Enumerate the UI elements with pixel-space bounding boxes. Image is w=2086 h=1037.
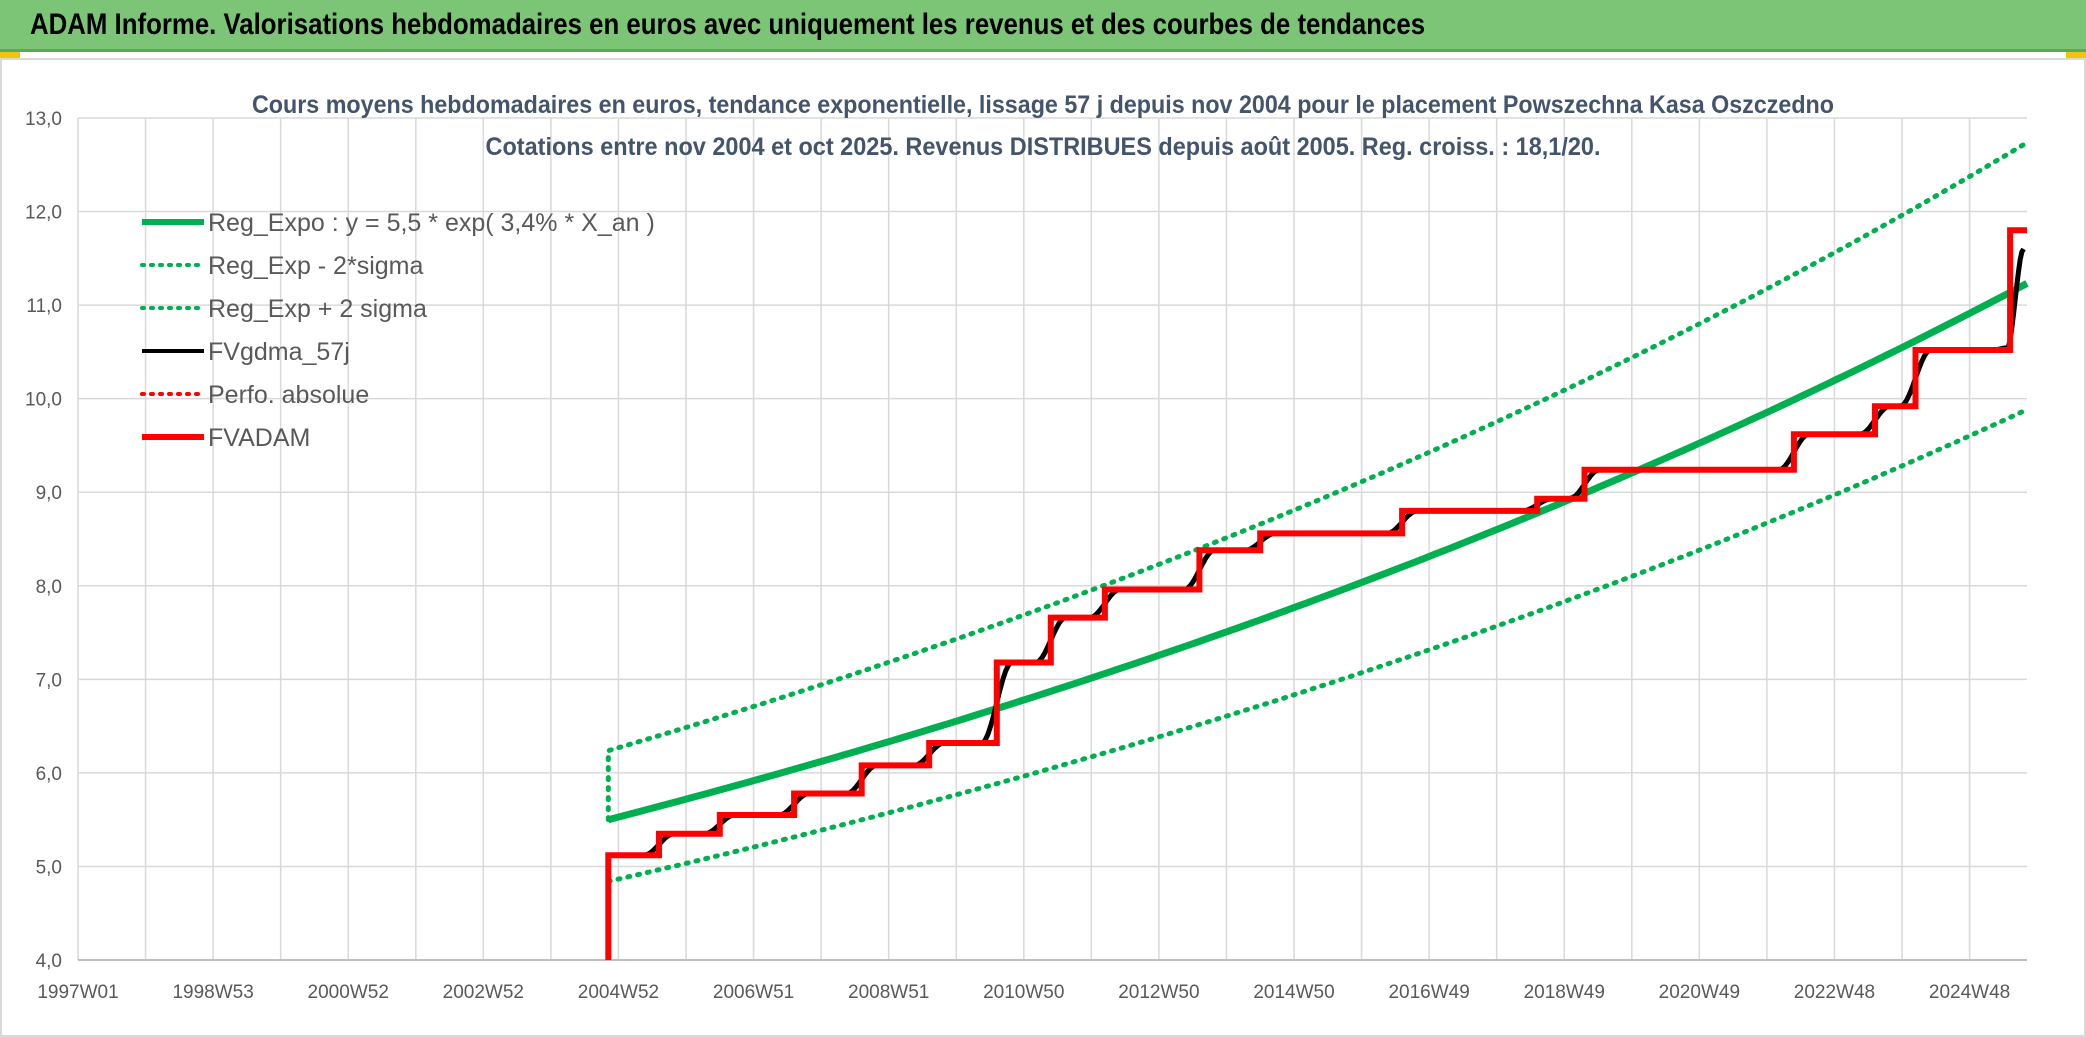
x-tick-label: 2016W49 [1388, 982, 1469, 1003]
series-reg-plus-2sigma [605, 140, 2030, 823]
x-tick-label: 2020W49 [1659, 982, 1740, 1003]
x-tick-label: 2002W52 [443, 982, 524, 1003]
legend-label: Reg_Expo : y = 5,5 * exp( 3,4% * X_an ) [208, 209, 655, 237]
legend-label: Perfo. absolue [208, 381, 369, 409]
x-tick-label: 2018W49 [1524, 982, 1605, 1003]
y-tick-label: 5,0 [36, 857, 62, 878]
x-tick-label: 2010W50 [983, 982, 1064, 1003]
y-tick-label: 7,0 [36, 670, 62, 691]
legend: Reg_Expo : y = 5,5 * exp( 3,4% * X_an ) R… [140, 209, 655, 452]
y-tick-label: 10,0 [25, 390, 62, 411]
x-tick-label: 2000W52 [308, 982, 389, 1003]
grid-layer [77, 117, 2027, 961]
x-tick-label: 2006W51 [713, 982, 794, 1003]
axis-layer: 4,0 5,0 6,0 7,0 8,0 9,0 10,0 11,0 12,0 13,0 1997W0… [25, 109, 2027, 1003]
series-fvadam [605, 227, 2028, 961]
y-tick-label: 4,0 [36, 951, 62, 972]
legend-label: Reg_Exp + 2 sigma [208, 295, 427, 323]
series-layer [605, 140, 2030, 961]
chart-title: Cours moyens hebdomadaires en euros, ten… [252, 91, 1834, 161]
y-tick-label: 8,0 [36, 577, 62, 598]
legend-label: FVgdma_57j [208, 338, 350, 366]
chart-frame [0, 58, 2086, 1037]
legend-label: FVADAM [208, 424, 310, 452]
y-tick-label: 9,0 [36, 483, 62, 504]
report-banner: ADAM Informe. Valorisations hebdomadaire… [0, 0, 2086, 52]
x-tick-label: 2008W51 [848, 982, 929, 1003]
x-tick-label: 2014W50 [1253, 982, 1334, 1003]
series-reg-expo [607, 280, 2029, 824]
x-tick-label: 2024W48 [1929, 982, 2010, 1003]
x-tick-label: 2022W48 [1794, 982, 1875, 1003]
report-title: ADAM Informe. Valorisations hebdomadaire… [30, 8, 1426, 41]
y-tick-label: 12,0 [25, 203, 62, 224]
chart-title-line-1: Cours moyens hebdomadaires en euros, ten… [252, 91, 1834, 119]
x-tick-label: 2004W52 [578, 982, 659, 1003]
corner-accent-left [0, 52, 20, 58]
x-tick-label: 1998W53 [172, 982, 253, 1003]
x-tick-label: 2012W50 [1118, 982, 1199, 1003]
chart-title-line-2: Cotations entre nov 2004 et oct 2025. Re… [486, 133, 1601, 161]
y-tick-label: 6,0 [36, 764, 62, 785]
corner-accent-right [2066, 52, 2086, 58]
series-reg-minus-2sigma [605, 407, 2030, 884]
y-tick-label: 11,0 [26, 296, 62, 317]
x-tick-label: 1997W01 [37, 982, 118, 1003]
y-tick-label: 13,0 [25, 109, 62, 130]
legend-label: Reg_Exp - 2*sigma [208, 252, 423, 280]
